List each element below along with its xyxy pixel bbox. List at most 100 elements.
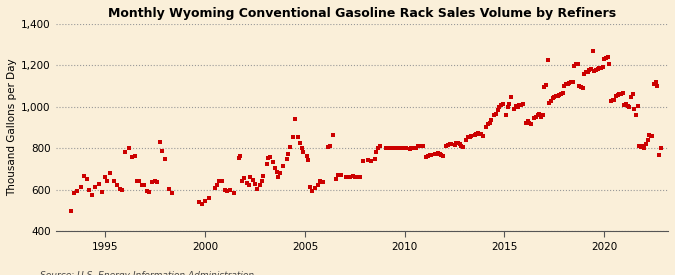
Point	[462, 135, 473, 140]
Point	[574, 84, 585, 89]
Point	[585, 67, 596, 72]
Point	[655, 146, 666, 150]
Point	[288, 135, 299, 139]
Point	[542, 58, 553, 62]
Point	[213, 179, 224, 183]
Point	[210, 186, 221, 190]
Point	[160, 157, 171, 161]
Point	[406, 146, 416, 150]
Point	[533, 113, 543, 117]
Text: Source: U.S. Energy Information Administration: Source: U.S. Energy Information Administ…	[40, 271, 254, 275]
Point	[569, 64, 580, 68]
Point	[351, 175, 362, 179]
Point	[529, 116, 540, 120]
Point	[281, 157, 292, 161]
Point	[293, 135, 304, 139]
Point	[595, 66, 606, 70]
Point	[304, 185, 315, 189]
Point	[124, 146, 134, 150]
Point	[75, 185, 86, 189]
Point	[235, 153, 246, 158]
Point	[323, 144, 333, 149]
Y-axis label: Thousand Gallons per Day: Thousand Gallons per Day	[7, 59, 17, 196]
Point	[117, 188, 128, 192]
Point	[146, 180, 157, 184]
Point	[306, 189, 317, 193]
Point	[617, 90, 628, 95]
Point	[449, 142, 460, 147]
Point	[273, 174, 284, 179]
Point	[632, 104, 643, 109]
Point	[635, 144, 646, 149]
Point	[294, 141, 305, 146]
Point	[275, 171, 286, 175]
Point	[486, 118, 497, 122]
Point	[620, 102, 631, 106]
Point	[362, 158, 373, 162]
Point	[619, 103, 630, 107]
Point	[545, 99, 556, 103]
Point	[589, 69, 599, 73]
Point	[650, 80, 661, 84]
Point	[167, 191, 178, 196]
Point	[242, 181, 252, 185]
Point	[644, 133, 655, 138]
Point	[375, 143, 385, 148]
Point	[285, 145, 296, 149]
Point	[328, 133, 339, 138]
Point	[592, 67, 603, 72]
Point	[458, 144, 468, 149]
Point	[115, 187, 126, 192]
Point	[483, 122, 493, 127]
Point	[495, 103, 506, 107]
Point	[389, 146, 400, 150]
Point	[391, 146, 402, 150]
Point	[69, 191, 80, 196]
Point	[400, 146, 410, 150]
Point	[97, 189, 107, 194]
Point	[265, 155, 275, 160]
Point	[497, 101, 508, 106]
Point	[301, 154, 312, 158]
Point	[401, 146, 412, 150]
Point	[350, 175, 360, 180]
Point	[263, 156, 274, 161]
Point	[514, 103, 525, 107]
Point	[344, 175, 355, 180]
Point	[236, 178, 247, 183]
Point	[535, 115, 546, 119]
Point	[522, 119, 533, 123]
Point	[387, 146, 398, 150]
Point	[602, 55, 613, 59]
Point	[511, 104, 522, 108]
Point	[217, 179, 227, 183]
Point	[333, 173, 344, 177]
Point	[134, 178, 144, 183]
Point	[587, 49, 598, 53]
Point	[331, 177, 342, 181]
Point	[520, 121, 531, 126]
Point	[456, 144, 466, 148]
Title: Monthly Wyoming Conventional Gasoline Rack Sales Volume by Refiners: Monthly Wyoming Conventional Gasoline Ra…	[108, 7, 616, 20]
Point	[551, 94, 562, 99]
Point	[348, 174, 358, 178]
Point	[491, 112, 502, 116]
Point	[642, 138, 653, 142]
Point	[645, 134, 656, 138]
Point	[634, 144, 645, 148]
Point	[605, 98, 616, 103]
Point	[251, 187, 262, 191]
Point	[111, 183, 122, 188]
Point	[366, 158, 377, 163]
Point	[142, 189, 153, 194]
Point	[426, 153, 437, 158]
Point	[469, 133, 480, 138]
Point	[369, 157, 380, 161]
Point	[72, 189, 82, 193]
Point	[290, 117, 300, 121]
Point	[130, 154, 141, 158]
Point	[138, 183, 149, 187]
Point	[271, 170, 282, 175]
Point	[418, 144, 429, 148]
Point	[506, 95, 516, 99]
